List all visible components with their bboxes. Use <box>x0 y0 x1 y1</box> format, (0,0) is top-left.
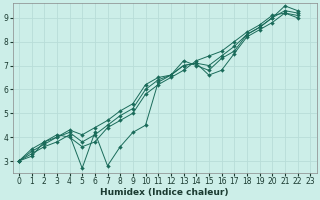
X-axis label: Humidex (Indice chaleur): Humidex (Indice chaleur) <box>100 188 229 197</box>
